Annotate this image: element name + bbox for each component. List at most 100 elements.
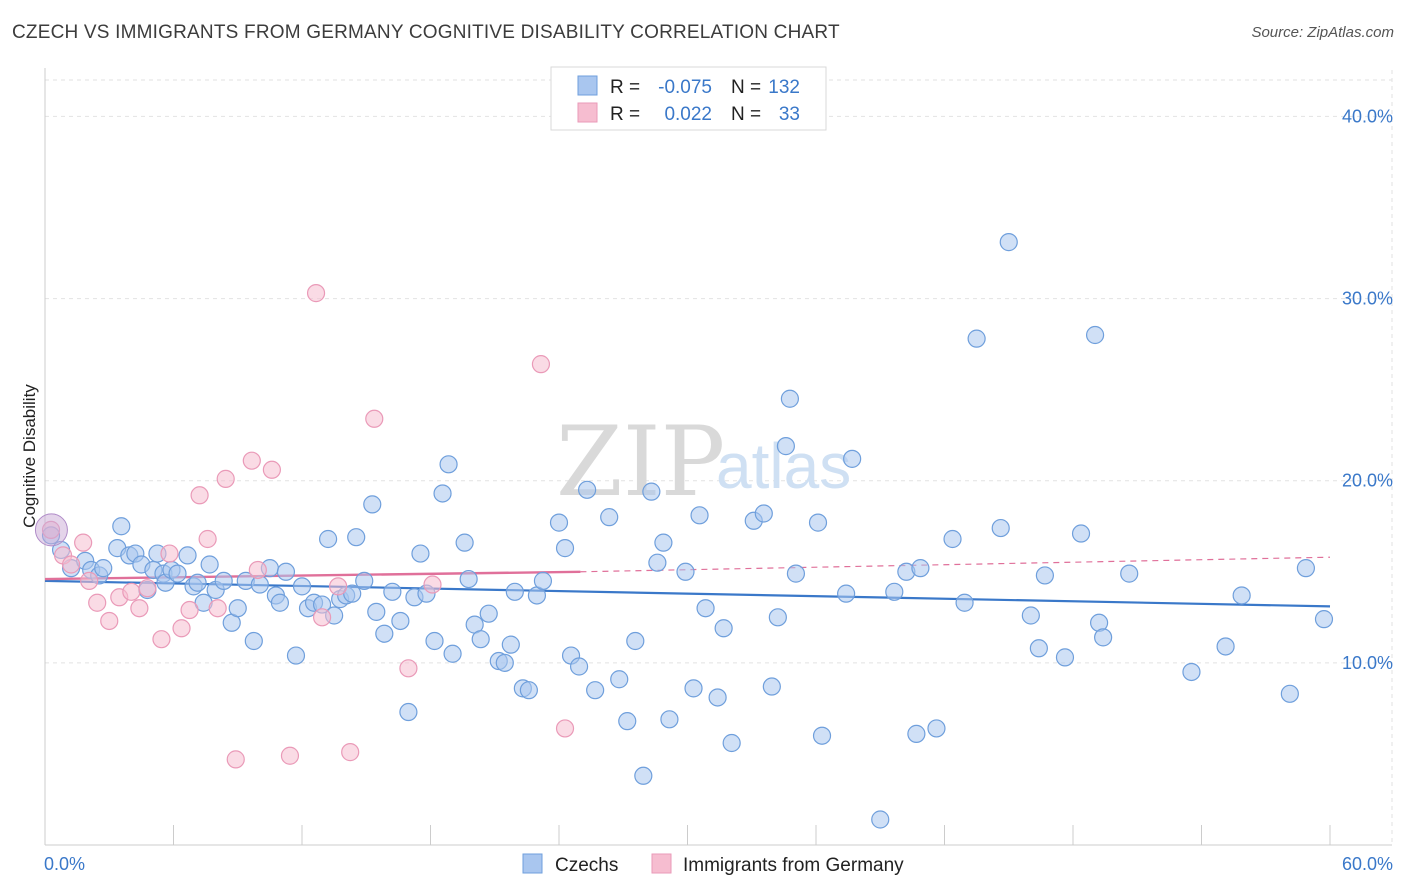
czechs-point <box>292 577 312 596</box>
czechs-point <box>754 504 773 523</box>
czechs-point <box>270 593 290 612</box>
czechs-point <box>610 670 629 689</box>
czechs-point <box>967 329 986 348</box>
czechs-point <box>1029 639 1048 658</box>
germany-point <box>329 577 348 596</box>
germany-point <box>306 284 326 303</box>
czechs-point <box>1232 586 1251 605</box>
germany-point <box>198 529 217 549</box>
czechs-point <box>459 569 478 589</box>
legend-n-value-1: 132 <box>768 77 800 98</box>
czechs-point <box>347 528 366 547</box>
czechs-point <box>676 562 695 581</box>
y-tick-label: 40.0% <box>1342 106 1393 126</box>
legend-n-label-2: N = <box>731 104 761 125</box>
germany-point <box>399 659 418 678</box>
czechs-point <box>642 482 661 501</box>
czechs-point <box>684 679 703 698</box>
czechs-point <box>786 564 806 583</box>
czechs-point <box>355 571 374 590</box>
czechs-point <box>391 611 410 631</box>
czechs-point <box>178 546 197 565</box>
y-tick-label: 30.0% <box>1342 289 1393 309</box>
germany-point <box>88 593 107 612</box>
bottom-legend: Czechs Immigrants from Germany <box>522 853 904 876</box>
germany-point <box>312 608 332 627</box>
germany-point <box>248 560 267 580</box>
czechs-point <box>94 559 113 578</box>
czechs-point <box>654 533 673 552</box>
germany-point <box>152 630 171 649</box>
czechs-point <box>214 571 233 590</box>
watermark-zip: ZIP <box>556 406 725 518</box>
czechs-point <box>1314 610 1334 629</box>
bottom-legend-swatch-czechs <box>522 853 543 874</box>
legend-n-value-2: 33 <box>779 104 800 125</box>
germany-point <box>190 486 209 505</box>
germany-point <box>341 743 360 762</box>
x-tick-min: 0.0% <box>44 854 85 874</box>
czechs-point <box>600 508 619 527</box>
czechs-point <box>768 608 787 627</box>
germany-point <box>80 571 99 590</box>
czechs-point <box>780 389 799 408</box>
legend-r-label-1: R = <box>610 77 640 98</box>
germany-point <box>160 544 179 563</box>
germany-point <box>555 719 575 738</box>
czechs-point <box>578 480 597 499</box>
germany-point <box>172 619 191 638</box>
bottom-legend-czechs: Czechs <box>555 855 618 876</box>
czechs-point <box>955 593 974 612</box>
czechs-point <box>1055 648 1075 667</box>
czechs-point <box>112 517 131 536</box>
czechs-point <box>722 733 741 753</box>
germany-point <box>208 599 227 618</box>
czechs-point <box>762 677 781 696</box>
germany-point <box>130 599 149 618</box>
czechs-point <box>375 624 394 643</box>
czechs-point <box>519 681 538 700</box>
czechs-point <box>549 513 569 532</box>
czechs-point <box>714 619 733 638</box>
x-tick-max: 60.0% <box>1342 854 1393 874</box>
legend-r-value-1: -0.075 <box>658 77 712 98</box>
y-tick-label: 20.0% <box>1342 471 1393 491</box>
czechs-point <box>1085 325 1105 345</box>
czechs-point <box>555 539 575 558</box>
czechs-point <box>319 529 338 549</box>
legend-swatch-czechs <box>577 75 598 96</box>
czechs-point <box>626 631 645 651</box>
czechs-point <box>776 437 795 456</box>
czechs-point <box>1094 628 1113 647</box>
germany-point <box>216 469 235 488</box>
y-tick-labels: 10.0% 20.0% 30.0% 40.0% <box>1342 106 1393 672</box>
czechs-point <box>383 582 402 601</box>
czechs-point <box>1182 662 1201 682</box>
czechs-point <box>999 233 1018 252</box>
watermark: ZIP atlas <box>556 406 851 518</box>
germany-point <box>122 582 141 601</box>
czechs-point <box>168 564 187 583</box>
germany-point <box>100 611 119 631</box>
czechs-point <box>286 646 306 665</box>
czechs-point <box>618 712 637 731</box>
czechs-point <box>433 484 452 503</box>
czechs-point <box>439 455 458 474</box>
czechs-point <box>425 631 444 651</box>
czechs-point <box>569 657 589 676</box>
czechs-point <box>505 582 524 601</box>
germany-point <box>531 355 551 374</box>
czechs-point <box>696 599 715 618</box>
czechs-point <box>1296 559 1316 578</box>
axes <box>44 68 1392 846</box>
legend-r-label-2: R = <box>610 104 640 125</box>
czechs-point <box>200 555 219 574</box>
czechs-point <box>1035 566 1054 585</box>
czechs-point <box>244 631 263 651</box>
czechs-point <box>911 559 930 578</box>
czechs-point <box>1071 524 1091 543</box>
czechs-point <box>188 573 207 592</box>
czechs-point <box>495 653 514 672</box>
czechs-point <box>501 635 520 654</box>
germany-point <box>74 533 93 552</box>
